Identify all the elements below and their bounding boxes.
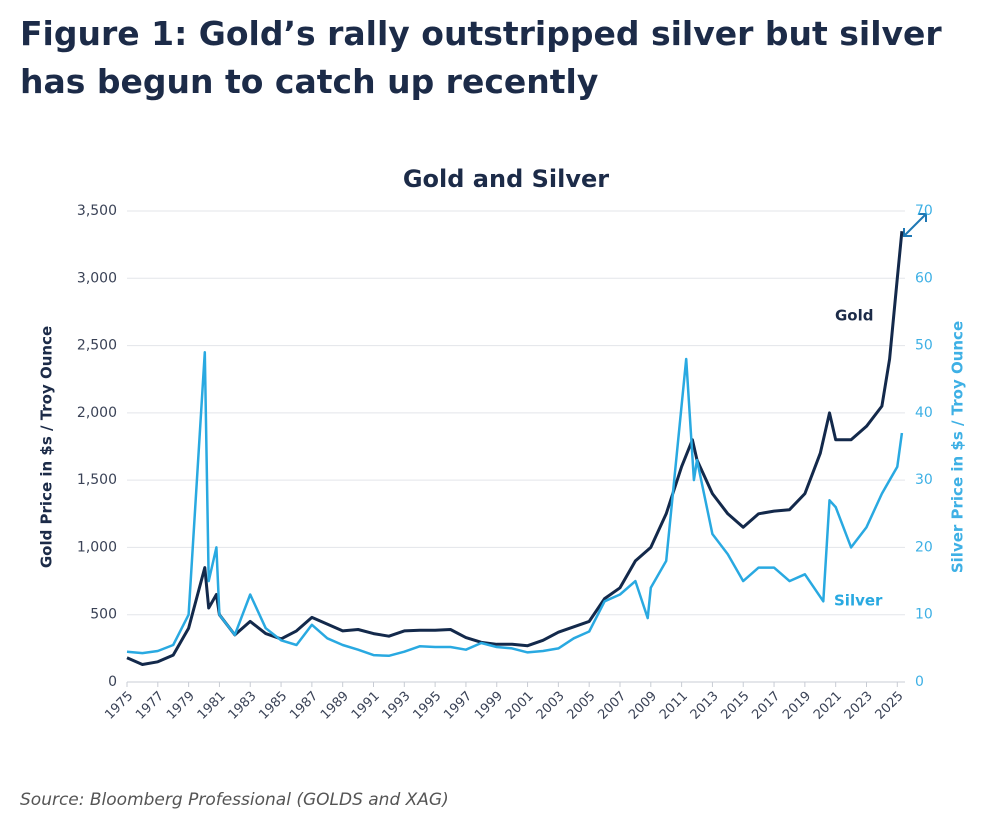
x-tick-label: 2009 bbox=[626, 689, 660, 723]
y-tick-label: 2,500 bbox=[77, 338, 117, 354]
x-tick-label: 1995 bbox=[410, 689, 444, 723]
x-tick-label: 2025 bbox=[873, 689, 907, 723]
y2-tick-label: 30 bbox=[915, 472, 933, 488]
y-tick-label: 1,500 bbox=[77, 472, 117, 488]
y2-tick-label: 0 bbox=[915, 674, 924, 690]
x-tick-label: 1989 bbox=[318, 689, 352, 723]
y-tick-label: 3,000 bbox=[77, 270, 117, 286]
x-tick-label: 1983 bbox=[226, 689, 260, 723]
x-tick-label: 1991 bbox=[349, 689, 383, 723]
x-tick-label: 1975 bbox=[102, 689, 136, 723]
y-axis-label: Gold Price in $s / Troy Ounce bbox=[38, 326, 56, 568]
y2-tick-label: 60 bbox=[915, 270, 933, 286]
y2-tick-label: 10 bbox=[915, 607, 933, 623]
x-tick-label: 2007 bbox=[595, 689, 629, 723]
x-tick-label: 1999 bbox=[472, 689, 506, 723]
x-tick-label: 2015 bbox=[719, 689, 753, 723]
series-line bbox=[126, 231, 904, 666]
x-tick-label: 1993 bbox=[380, 689, 414, 723]
expand-icon bbox=[903, 213, 927, 237]
y2-tick-label: 20 bbox=[915, 539, 933, 555]
page-title: Figure 1: Gold’s rally outstripped silve… bbox=[20, 14, 942, 101]
x-tick-label: 1977 bbox=[133, 689, 167, 723]
x-tick-label: 2001 bbox=[503, 689, 537, 723]
y-tick-label: 0 bbox=[108, 674, 117, 690]
x-tick-label: 1979 bbox=[164, 689, 198, 723]
x-tick-label: 2005 bbox=[564, 689, 598, 723]
series-line bbox=[126, 351, 904, 658]
x-tick-label: 2013 bbox=[688, 689, 722, 723]
x-tick-label: 1981 bbox=[195, 689, 229, 723]
y-tick-label: 3,500 bbox=[77, 203, 117, 219]
x-tick-label: 2017 bbox=[749, 689, 783, 723]
y2-axis-label: Silver Price in $s / Troy Ounce bbox=[949, 321, 967, 573]
chart-title: Gold and Silver bbox=[403, 165, 609, 193]
x-tick-label: 2019 bbox=[780, 689, 814, 723]
y2-tick-label: 50 bbox=[915, 338, 933, 354]
x-tick-label: 1987 bbox=[287, 689, 321, 723]
y-tick-label: 500 bbox=[90, 607, 117, 623]
x-tick-label: 2003 bbox=[534, 689, 568, 723]
y2-tick-label: 70 bbox=[915, 203, 933, 219]
x-tick-label: 2021 bbox=[811, 689, 845, 723]
y-tick-label: 1,000 bbox=[77, 539, 117, 555]
annotation: Gold bbox=[835, 307, 874, 325]
source: Source: Bloomberg Professional (GOLDS an… bbox=[20, 790, 449, 810]
annotation: Silver bbox=[834, 592, 883, 610]
x-tick-label: 2011 bbox=[657, 689, 691, 723]
y2-tick-label: 40 bbox=[915, 405, 933, 421]
x-tick-label: 1985 bbox=[256, 689, 290, 723]
x-tick-label: 2023 bbox=[842, 689, 876, 723]
x-tick-label: 1997 bbox=[441, 689, 475, 723]
y-tick-label: 2,000 bbox=[77, 405, 117, 421]
